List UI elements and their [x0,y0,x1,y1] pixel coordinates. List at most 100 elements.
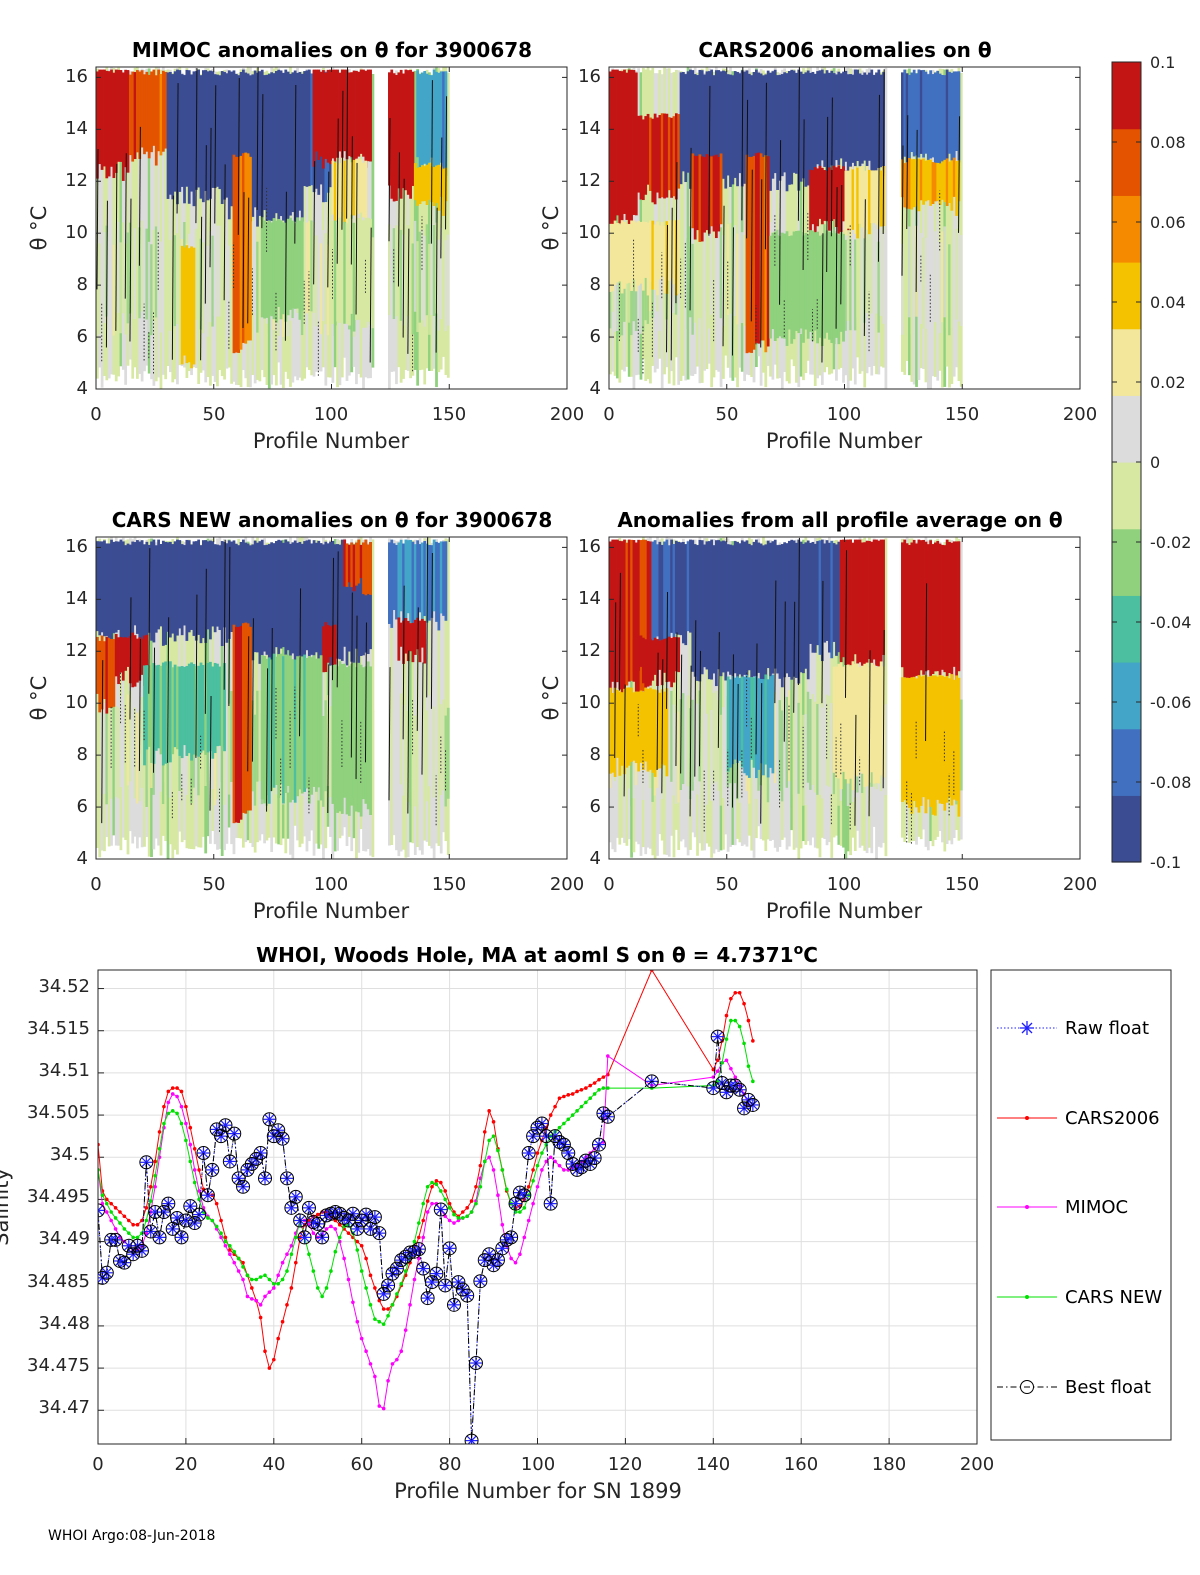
anomaly-cell [310,73,314,186]
anomaly-cell [232,624,236,824]
anomaly-cell [653,540,657,645]
anomaly-cell [362,542,365,595]
anomaly-cell [169,661,172,763]
anomaly-cell [305,70,309,187]
profile-segment [729,222,732,314]
profile-segment [317,245,321,337]
anomaly-cell [639,540,643,695]
profile-segment [677,711,681,803]
y-tick-label: 16 [65,66,88,87]
anomaly-cell [150,71,153,153]
data-point [478,1163,483,1168]
anomaly-cell [809,542,812,644]
data-point [487,1109,491,1113]
anomaly-cell [667,545,671,639]
profile-segment [856,226,860,318]
anomaly-cell [905,677,909,805]
data-point [254,1298,259,1303]
anomaly-cell [138,541,142,646]
profile-column [938,68,942,371]
anomaly-cell [310,657,314,795]
anomaly-cell [769,72,772,191]
anomaly-cell [143,544,146,646]
data-point [574,1160,589,1175]
profile-column [128,71,132,360]
contour-line [835,187,838,329]
anomaly-cell [107,637,111,708]
contour-line [129,597,132,720]
profile-segment [917,225,921,316]
anomaly-cell [820,167,824,225]
data-point [377,1319,382,1324]
anomaly-cell [844,665,848,780]
profile-column [691,539,695,833]
anomaly-cell [851,74,855,163]
anomaly-cell [658,692,662,769]
y-tick-label: 8 [77,274,88,295]
data-point [389,1261,404,1276]
anomaly-cell [922,69,925,158]
profile-segment [743,234,746,326]
contour-line [228,546,231,707]
anomaly-cell [752,155,756,350]
profile-column [653,73,657,373]
x-tick-label: 0 [603,404,614,425]
anomaly-cell [357,539,361,584]
anomaly-cell [178,70,182,192]
anomaly-cell [910,677,914,814]
anomaly-cell [390,539,394,628]
anomaly-cell [437,164,441,211]
anomaly-cell [237,626,241,823]
anomaly-cell [352,70,356,167]
data-point [522,1147,535,1160]
anomaly-cell [416,70,420,158]
anomaly-cell [632,540,636,682]
anomaly-cell [710,156,714,227]
anomaly-cell [875,667,878,783]
anomaly-cell [442,71,445,169]
profile-segment [700,228,704,320]
data-point [408,1303,412,1307]
data-point [570,1092,575,1096]
profile-segment [703,245,706,337]
anomaly-cell [693,74,697,190]
anomaly-cell [298,71,302,211]
profile-column [842,74,845,383]
data-point [100,1193,105,1197]
anomaly-cell [696,75,699,186]
data-point [452,1221,456,1225]
data-point [333,1249,338,1254]
anomaly-cell [632,70,636,215]
anomaly-cell [183,75,186,204]
anomaly-cell [352,159,356,216]
profile-column [136,67,139,379]
anomaly-cell [931,544,935,674]
anomaly-cell [620,71,624,229]
anomaly-cell [818,70,822,169]
profile-column [684,544,688,848]
anomaly-cell [813,232,817,331]
profile-column [425,69,429,369]
anomaly-cell [755,539,758,678]
x-tick-label: 200 [960,1454,994,1475]
data-point [337,1210,352,1225]
profile-segment [613,240,617,332]
legend-box [990,969,1172,1441]
anomaly-cell [825,540,829,641]
anomaly-cell [825,70,829,175]
data-point [416,1261,431,1276]
data-point [135,1222,140,1227]
anomaly-cell [653,113,657,205]
anomaly-cell [936,162,940,202]
profile-column [952,74,956,377]
profile-segment [395,225,398,317]
anomaly-cell [908,157,911,209]
contour-line [388,117,391,242]
anomaly-cell [816,168,819,227]
colorbar-segment [1112,328,1141,396]
profile-column [439,541,443,854]
data-point [474,1201,478,1206]
data-point [530,1120,545,1135]
anomaly-cell [411,622,415,663]
anomaly-cell [917,158,921,212]
